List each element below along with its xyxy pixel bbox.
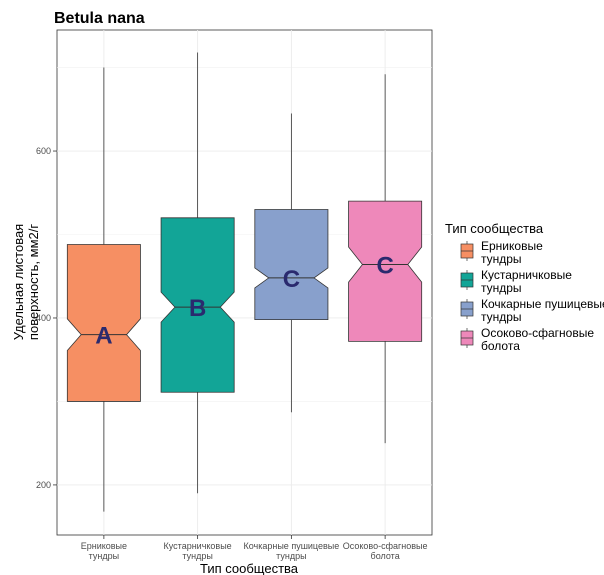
x-tick-label: Кустарничковые тундры bbox=[164, 541, 232, 561]
legend-item: Осоково-сфагновые болота bbox=[460, 326, 594, 353]
chart-title: Betula nana bbox=[54, 10, 145, 27]
legend-item: Кустарничковые тундры bbox=[460, 268, 572, 295]
boxes: A B C C bbox=[66, 52, 423, 512]
x-tick-label: Ерниковые тундры bbox=[81, 541, 127, 561]
group-letter: A bbox=[95, 323, 112, 350]
group-letter: B bbox=[189, 295, 206, 322]
y-axis-title-line: Удельная листовая bbox=[11, 224, 26, 340]
legend-label: Ерниковые тундры bbox=[481, 239, 543, 266]
box-1: A bbox=[66, 67, 141, 512]
legend-label: Кустарничковые тундры bbox=[481, 268, 572, 295]
y-axis-title-line: поверхность, мм2/г bbox=[26, 224, 41, 340]
x-axis: Ерниковые тундры Кустарничковые тундры Кочка… bbox=[81, 535, 428, 561]
x-axis-title: Тип сообщества bbox=[200, 561, 299, 575]
legend-title: Тип сообщества bbox=[445, 221, 544, 236]
box-3: C bbox=[254, 113, 329, 413]
x-tick-label: Кочкарные пушицевые тундры bbox=[243, 541, 339, 561]
group-letter: C bbox=[283, 266, 300, 293]
y-tick-label: 200 bbox=[36, 480, 51, 490]
legend-label: Кочкарные пушицевые тундры bbox=[481, 297, 604, 324]
x-tick-label: Осоково-сфагновые болота bbox=[343, 541, 428, 561]
y-tick-label: 600 bbox=[36, 146, 51, 156]
box-body bbox=[66, 244, 141, 402]
legend-label: Осоково-сфагновые болота bbox=[481, 326, 594, 353]
box-2: B bbox=[160, 52, 235, 494]
box-body bbox=[160, 217, 235, 393]
legend-item: Кочкарные пушицевые тундры bbox=[460, 297, 604, 324]
group-letter: C bbox=[376, 253, 393, 280]
box-body bbox=[254, 209, 329, 321]
y-axis-title: Удельная листовая поверхность, мм2/г bbox=[11, 224, 41, 341]
box-body bbox=[348, 200, 423, 342]
legend: Тип сообщества Ерниковые тундрыКустарничко… bbox=[445, 221, 604, 353]
box-4: C bbox=[348, 74, 423, 444]
y-tick-label: 400 bbox=[36, 313, 51, 323]
legend-item: Ерниковые тундры bbox=[460, 239, 543, 266]
y-axis: 200 400 600 bbox=[36, 146, 57, 490]
